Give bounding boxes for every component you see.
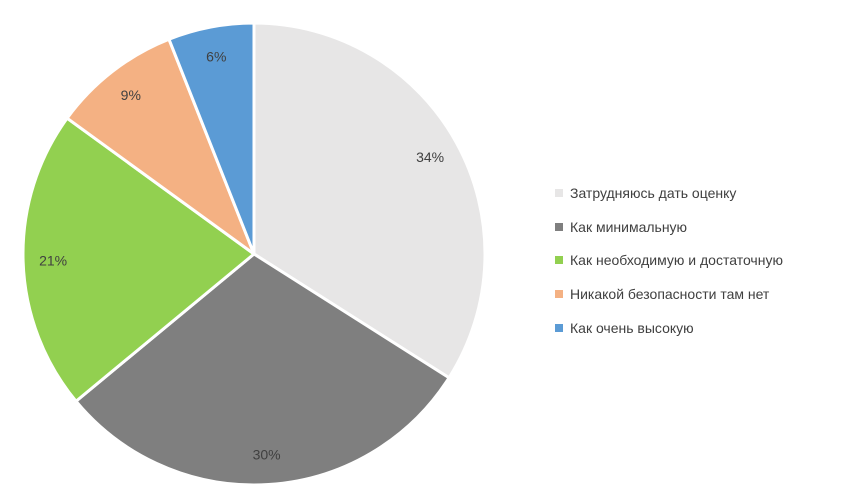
pie-slice-4 (65, 37, 256, 256)
legend-label-3: Как необходимую и достаточную (570, 252, 783, 269)
legend-item-3: Как необходимую и достаточную (555, 244, 783, 278)
data-labels: 34% 30% 21% 9% 6% (39, 49, 444, 463)
data-label-5: 6% (206, 49, 226, 65)
pie-slice-2 (74, 252, 451, 487)
pie-slice-3 (21, 116, 256, 403)
legend-swatch-4 (555, 290, 563, 299)
legend-swatch-5 (555, 324, 563, 333)
data-label-2: 30% (253, 447, 281, 463)
legend-label-4: Никакой безопасности там нет (570, 286, 770, 303)
legend-swatch-2 (555, 222, 563, 231)
data-label-4: 9% (121, 87, 141, 103)
legend-item-4: Никакой безопасности там нет (555, 277, 783, 311)
legend-item-5: Как очень высокую (555, 311, 783, 345)
data-label-1: 34% (416, 149, 444, 165)
pie-slice-5 (167, 21, 256, 256)
data-label-3: 21% (39, 252, 67, 268)
legend-item-2: Как минимальную (555, 210, 783, 244)
legend: Затрудняюсь дать оценку Как минимальную Ка… (555, 176, 783, 345)
legend-label-1: Затрудняюсь дать оценку (570, 184, 737, 201)
legend-label-5: Как очень высокую (570, 320, 694, 337)
legend-item-1: Затрудняюсь дать оценку (555, 176, 783, 210)
legend-label-2: Как минимальную (570, 218, 688, 235)
legend-swatch-1 (555, 188, 563, 197)
slices (21, 21, 487, 487)
legend-swatch-3 (555, 256, 563, 265)
